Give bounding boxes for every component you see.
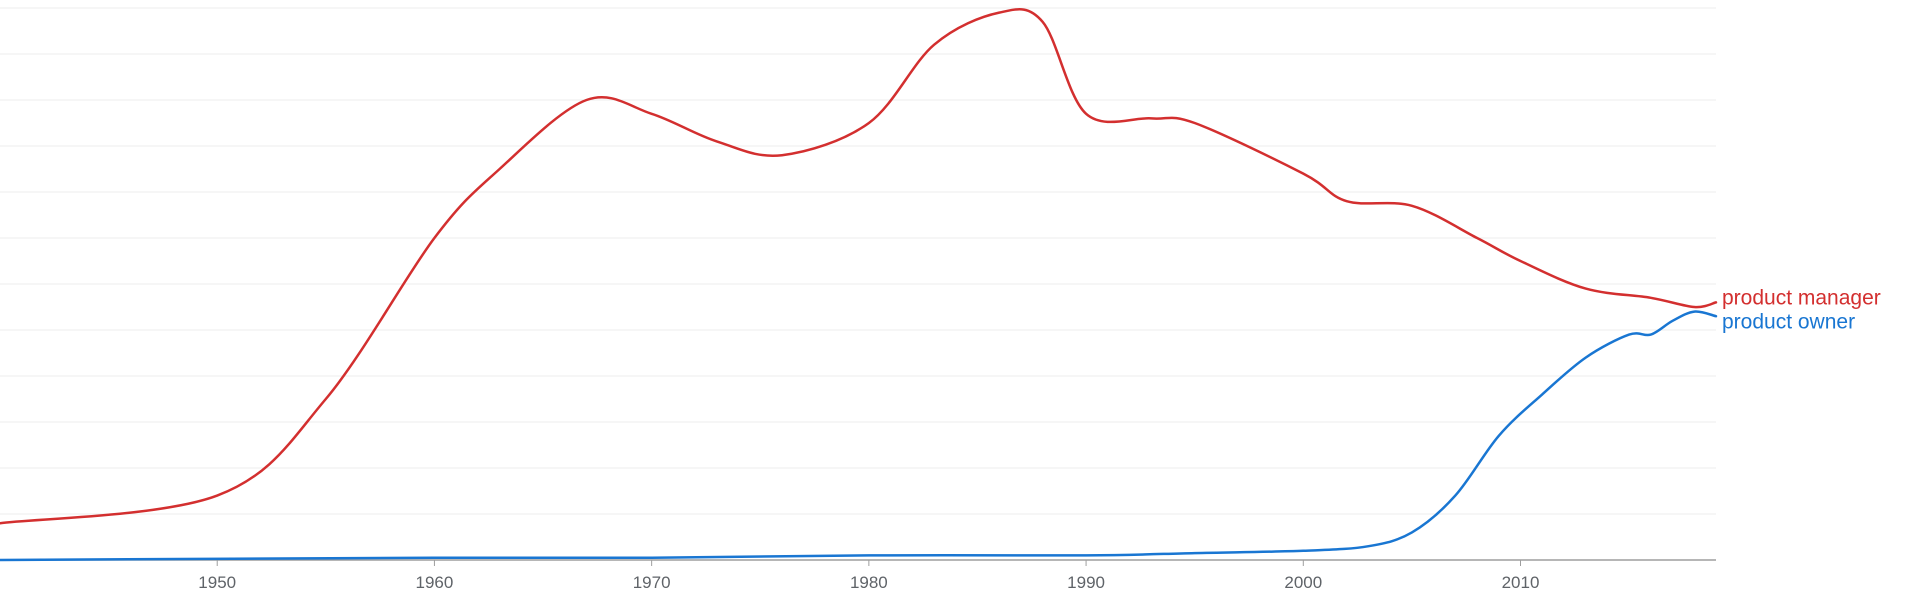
x-tick-label: 1990: [1067, 573, 1105, 592]
series-line-0[interactable]: [0, 8, 1718, 525]
series-line-1[interactable]: [0, 310, 1718, 562]
x-tick-label: 2010: [1502, 573, 1540, 592]
x-tick-label: 1950: [198, 573, 236, 592]
series-label-0[interactable]: product manager: [1722, 286, 1881, 309]
x-tick-label: 1970: [633, 573, 671, 592]
x-tick-label: 1980: [850, 573, 888, 592]
x-axis: 1950 1960 1970 1980 1990 2000 2010: [0, 559, 1716, 592]
series-lines: [0, 8, 1718, 562]
gridlines: [0, 7, 1716, 515]
x-tick-label: 2000: [1284, 573, 1322, 592]
series-label-1[interactable]: product owner: [1722, 310, 1855, 333]
x-tick-label: 1960: [416, 573, 454, 592]
